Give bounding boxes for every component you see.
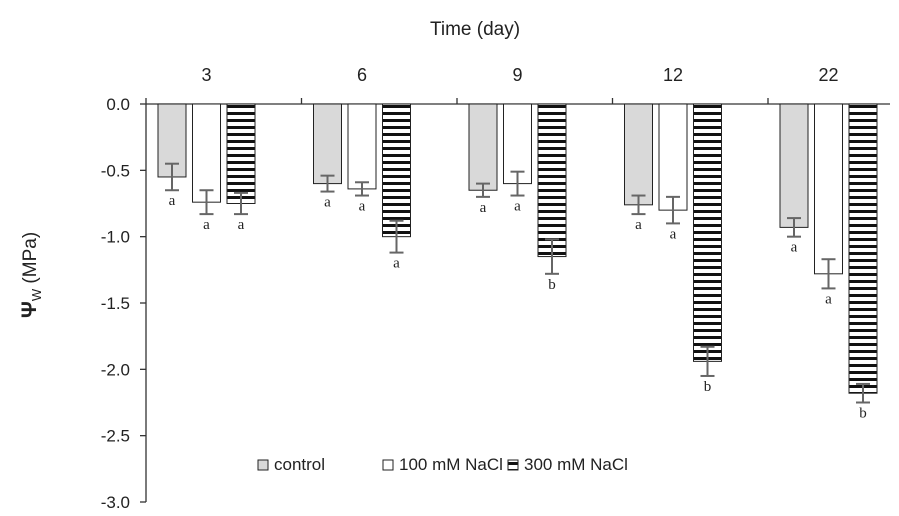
y-tick-label: -0.5 <box>101 161 130 180</box>
axes-layer: 0.0 -0.5 -1.0 -1.5 -2.0 -2.5 -3.0 <box>101 95 890 512</box>
labels-layer: Time (day) ΨW (MPa) 3 6 9 12 22 a a a a a a a a a a a a b b b <box>18 19 867 422</box>
y-tick-label: 0.0 <box>106 95 130 114</box>
bar-horizontal-stripes <box>382 103 411 238</box>
bar-white <box>658 103 688 211</box>
legend-label: control <box>274 455 325 474</box>
significance-label: b <box>548 277 556 293</box>
significance-label: a <box>393 256 400 272</box>
significance-label: a <box>514 199 521 215</box>
bar-white <box>192 103 221 203</box>
bar-solid-gray <box>779 103 809 228</box>
category-label: 12 <box>663 65 683 85</box>
y-tick-label: -2.0 <box>101 360 130 379</box>
significance-label: a <box>825 291 832 307</box>
y-axis-title: ΨW (MPa) <box>18 232 44 318</box>
significance-label: b <box>704 379 712 395</box>
bars-layer <box>157 103 878 394</box>
y-tick-label: -3.0 <box>101 493 130 512</box>
bar-horizontal-stripes <box>848 103 878 394</box>
significance-label: a <box>480 200 487 216</box>
bar-solid-gray <box>313 103 342 185</box>
bar-white <box>814 103 843 275</box>
significance-label: a <box>359 199 366 215</box>
category-label: 6 <box>357 65 367 85</box>
y-tick-label: -1.5 <box>101 294 130 313</box>
error-bars-layer <box>165 162 870 404</box>
bar-horizontal-stripes <box>537 103 567 258</box>
significance-label: a <box>635 217 642 233</box>
bar-horizontal-stripes <box>226 103 256 204</box>
legend-label: 100 mM NaCl <box>399 455 503 474</box>
x-axis-title: Time (day) <box>430 19 520 40</box>
bar-white <box>503 103 532 185</box>
category-label: 3 <box>201 65 211 85</box>
bar-white <box>347 103 377 190</box>
legend-swatch <box>382 459 394 471</box>
significance-label: a <box>238 217 245 233</box>
legend-label: 300 mM NaCl <box>524 455 628 474</box>
bar-solid-gray <box>624 103 653 206</box>
bar-horizontal-stripes <box>693 103 722 362</box>
significance-label: a <box>670 226 677 242</box>
significance-label: a <box>791 240 798 256</box>
y-tick-label: -1.0 <box>101 228 130 247</box>
significance-label: b <box>859 406 867 422</box>
y-tick-label: -2.5 <box>101 427 130 446</box>
bar-solid-gray <box>468 103 498 191</box>
significance-label: a <box>169 193 176 209</box>
significance-label: a <box>324 195 331 211</box>
legend-swatch <box>257 459 269 471</box>
category-label: 9 <box>512 65 522 85</box>
category-label: 22 <box>818 65 838 85</box>
legend-swatch <box>507 459 519 471</box>
legend: control 100 mM NaCl 300 mM NaCl <box>257 455 628 474</box>
significance-label: a <box>203 217 210 233</box>
